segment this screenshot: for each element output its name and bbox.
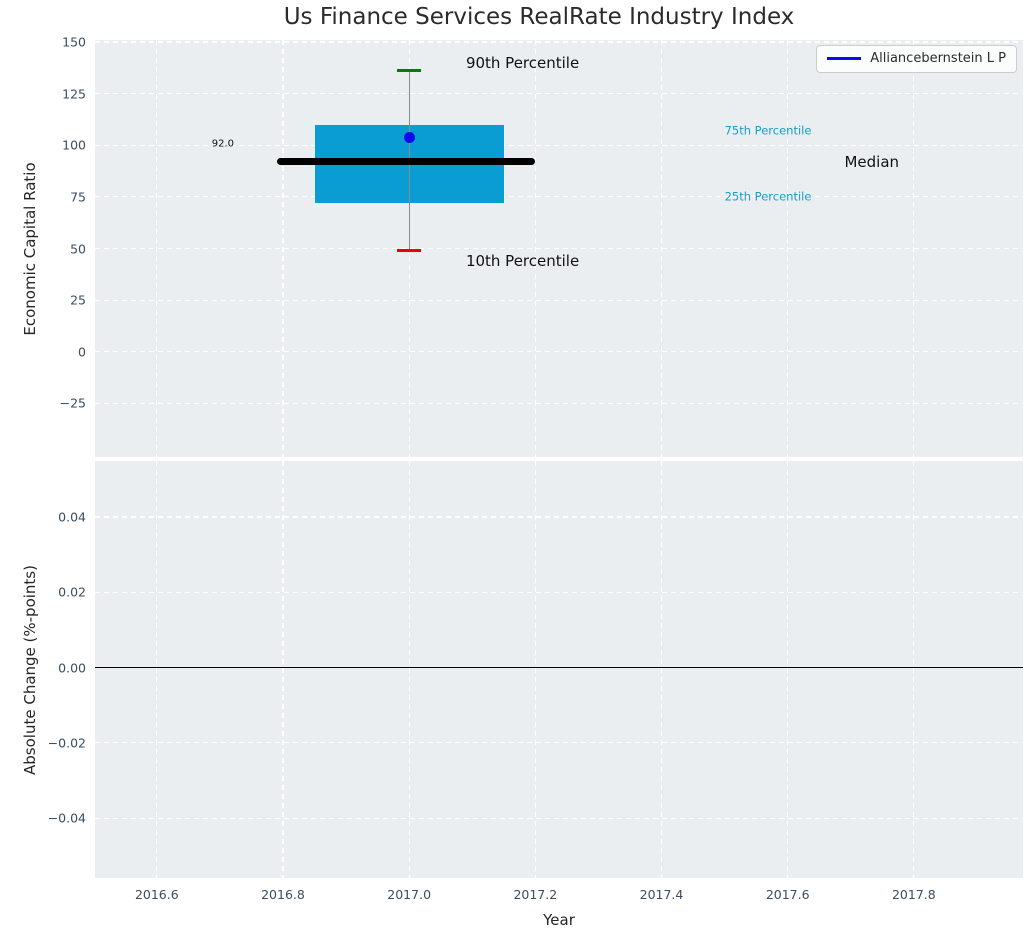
y-tick-label: 25 bbox=[70, 292, 86, 308]
y-gridline bbox=[95, 196, 1023, 198]
y-tick-label: −0.02 bbox=[47, 735, 86, 751]
p25-label: 25th Percentile bbox=[724, 189, 812, 204]
x-tick-label: 2017.6 bbox=[765, 887, 810, 902]
y-gridline bbox=[95, 41, 1023, 43]
legend-label: Alliancebernstein L P bbox=[870, 51, 1006, 66]
y-gridline bbox=[95, 402, 1023, 404]
y-tick-label: −0.04 bbox=[47, 810, 86, 826]
x-gridline bbox=[913, 461, 915, 878]
y-tick-label: 150 bbox=[62, 34, 86, 50]
y-tick-label: 50 bbox=[70, 241, 86, 256]
chart-title: Us Finance Services RealRate Industry In… bbox=[283, 4, 795, 30]
median-label: Median bbox=[844, 152, 900, 171]
y-tick-label: 0 bbox=[78, 344, 86, 360]
x-tick-label: 2017.0 bbox=[387, 887, 432, 902]
x-tick-label: 2016.8 bbox=[261, 887, 305, 902]
bottom-axes: 2016.6 2016.8 2017.0 2017.2 2017.4 2017.6 2017… bbox=[48, 461, 1023, 902]
legend: Alliancebernstein L P bbox=[816, 45, 1017, 73]
y-tick-label: 0.00 bbox=[58, 660, 86, 676]
y-tick-label: 125 bbox=[62, 86, 86, 102]
x-tick-label: 2016.6 bbox=[134, 887, 179, 902]
y-tick-label: 75 bbox=[70, 189, 86, 205]
y-gridline bbox=[95, 144, 1023, 146]
y-gridline bbox=[95, 247, 1023, 250]
p90-label: 90th Percentile bbox=[465, 53, 580, 72]
y-tick-label: 0.02 bbox=[58, 584, 86, 600]
legend-line-swatch bbox=[827, 57, 862, 60]
x-gridline bbox=[534, 461, 536, 878]
x-gridline bbox=[282, 461, 284, 878]
company-point bbox=[403, 131, 415, 143]
median-line bbox=[276, 158, 536, 166]
p10-label: 10th Percentile bbox=[465, 251, 580, 270]
top-axes: Alliancebernstein L P 150 125 100 75 50 25 0 −2… bbox=[60, 35, 1023, 457]
x-tick-label: 2017.4 bbox=[639, 887, 684, 902]
x-tick-label: 2017.8 bbox=[891, 887, 936, 902]
y-gridline bbox=[95, 93, 1023, 95]
y-gridline bbox=[95, 516, 1023, 518]
x-axis-label: Year bbox=[543, 911, 575, 929]
y-axis-label-top: Economic Capital Ratio bbox=[21, 162, 39, 336]
p75-label: 75th Percentile bbox=[724, 123, 812, 138]
y-gridline bbox=[95, 591, 1023, 593]
y-axis-label-bottom: Absolute Change (%-points) bbox=[21, 565, 39, 775]
zero-line bbox=[95, 666, 1023, 669]
x-gridline bbox=[156, 461, 158, 878]
x-gridline bbox=[408, 461, 410, 878]
x-tick-label: 2017.2 bbox=[513, 887, 558, 902]
x-gridline bbox=[787, 461, 789, 878]
x-gridline bbox=[660, 461, 663, 878]
p10-cap bbox=[397, 249, 422, 253]
y-gridline bbox=[95, 299, 1023, 301]
y-gridline bbox=[95, 817, 1023, 819]
y-tick-label: 0.04 bbox=[58, 509, 86, 525]
y-gridline bbox=[95, 351, 1023, 353]
median-value-label: 92.0 bbox=[211, 138, 234, 150]
p90-cap bbox=[397, 69, 422, 73]
y-tick-label: 100 bbox=[62, 137, 86, 153]
y-gridline bbox=[95, 742, 1023, 744]
y-tick-label: −25 bbox=[59, 395, 86, 411]
